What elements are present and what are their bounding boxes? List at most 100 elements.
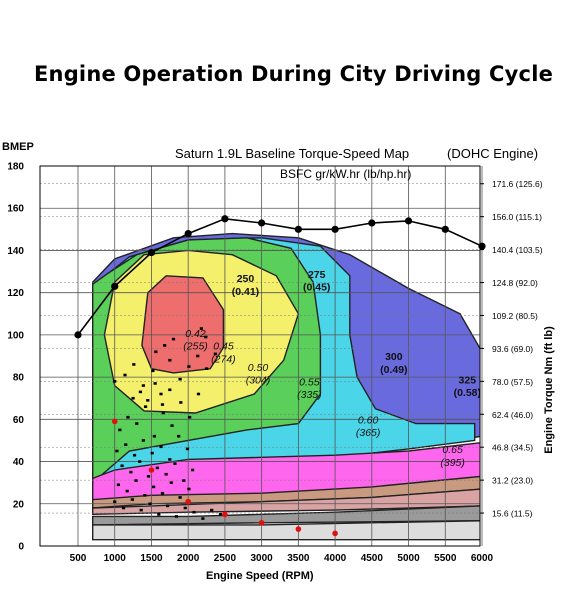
right-tick-label: 124.8 (92.0) bbox=[492, 278, 538, 288]
right-axis: 15.6 (11.5) 31.2 (23.0) 46.8 (34.5) 62.4 (4… bbox=[480, 179, 543, 519]
engine-note: (DOHC Engine) bbox=[447, 146, 538, 161]
red-point bbox=[258, 519, 265, 526]
bsfc-region-4 bbox=[141, 275, 225, 374]
operating-point bbox=[135, 422, 139, 425]
operating-point bbox=[150, 451, 154, 455]
operating-point bbox=[164, 472, 168, 476]
operating-point bbox=[132, 453, 137, 457]
contour-label: (274) bbox=[211, 353, 236, 365]
operating-point bbox=[141, 384, 145, 387]
chart-title: Saturn 1.9L Baseline Torque-Speed Map bbox=[175, 146, 409, 161]
right-tick-label: 78.0 (57.5) bbox=[492, 377, 533, 387]
x-tick-label: 4000 bbox=[324, 553, 347, 564]
operating-point bbox=[177, 434, 181, 438]
operating-point bbox=[121, 506, 126, 510]
operating-point bbox=[168, 358, 172, 362]
operating-point bbox=[160, 403, 165, 406]
operating-point bbox=[152, 485, 156, 489]
x-tick-label: 500 bbox=[70, 553, 87, 564]
y-tick-label: 20 bbox=[13, 499, 25, 510]
operating-point bbox=[166, 504, 170, 508]
max-torque-point bbox=[258, 219, 266, 227]
x-tick-label: 5000 bbox=[397, 553, 420, 564]
operating-point bbox=[161, 411, 165, 415]
operating-point bbox=[190, 468, 195, 472]
x-tick-label: 1000 bbox=[104, 553, 127, 564]
max-torque-point bbox=[111, 282, 119, 290]
contour-label: (335) bbox=[297, 389, 322, 401]
x-tick-label: 3500 bbox=[287, 553, 310, 564]
operating-point bbox=[192, 510, 196, 514]
red-point bbox=[222, 511, 228, 518]
x-tick-label: 1500 bbox=[140, 553, 163, 564]
max-torque-point bbox=[331, 225, 339, 233]
operating-point bbox=[113, 500, 117, 503]
right-tick-label: 62.4 (46.0) bbox=[492, 410, 533, 420]
operating-point bbox=[169, 481, 173, 484]
max-torque-point bbox=[441, 225, 449, 233]
x-tick-label: 2000 bbox=[177, 553, 200, 564]
contour-label: 0.55 bbox=[299, 377, 320, 389]
operating-points bbox=[113, 327, 223, 520]
max-torque-point bbox=[184, 229, 192, 238]
y-tick-label: 120 bbox=[7, 288, 24, 299]
contour-label: 0.60 bbox=[358, 415, 379, 427]
right-axis-label: Engine Torque Nm (ft lb) bbox=[543, 326, 555, 454]
operating-point bbox=[130, 498, 134, 501]
contour-label: (395) bbox=[440, 457, 465, 469]
operating-point bbox=[118, 428, 122, 432]
operating-point bbox=[183, 506, 187, 510]
x-tick-label: 6000 bbox=[471, 553, 494, 564]
right-tick-label: 93.6 (69.0) bbox=[492, 344, 533, 354]
operating-point bbox=[201, 517, 205, 520]
operating-point bbox=[126, 415, 130, 419]
red-points bbox=[111, 418, 338, 537]
x-tick-label: 2500 bbox=[214, 553, 237, 564]
operating-point bbox=[168, 458, 172, 461]
contour-label: 250 bbox=[237, 273, 255, 285]
operating-point bbox=[152, 434, 156, 438]
x-tick-label: 3000 bbox=[251, 553, 274, 564]
operating-point bbox=[210, 508, 214, 512]
max-torque-point bbox=[221, 215, 229, 223]
max-torque-point bbox=[404, 217, 413, 225]
y-tick-label: 60 bbox=[13, 415, 25, 426]
operating-point bbox=[125, 489, 129, 493]
right-tick-label: 171.6 (125.6) bbox=[492, 179, 543, 189]
y-tick-label: 100 bbox=[7, 330, 24, 341]
contour-label: (0.58) bbox=[454, 387, 481, 399]
max-torque-point bbox=[478, 242, 486, 250]
contour-label: (0.45) bbox=[303, 282, 330, 294]
operating-point bbox=[154, 350, 158, 354]
contour-label: (0.41) bbox=[232, 286, 259, 298]
operating-point bbox=[196, 354, 200, 358]
right-tick-label: 109.2 (80.5) bbox=[492, 311, 538, 321]
operating-point bbox=[131, 396, 135, 400]
operating-point bbox=[188, 415, 192, 419]
y-tick-label: 0 bbox=[18, 542, 24, 553]
operating-point bbox=[182, 479, 186, 482]
operating-point bbox=[199, 327, 204, 330]
operating-point bbox=[151, 369, 155, 373]
x-tick-label: 5500 bbox=[434, 553, 457, 564]
right-tick-label: 140.4 (103.5) bbox=[492, 245, 543, 255]
y-axis-label: BMEP bbox=[2, 141, 34, 153]
right-tick-label: 31.2 (23.0) bbox=[492, 476, 533, 486]
x-axis: 500 1000 1500 2000 2500 3000 3500 4000 4500 5000 5… bbox=[70, 553, 494, 564]
contour-label: (255) bbox=[183, 341, 208, 353]
max-torque-point bbox=[147, 248, 156, 257]
operating-point bbox=[213, 352, 217, 356]
y-tick-label: 80 bbox=[13, 373, 25, 384]
operating-point bbox=[141, 439, 145, 442]
x-axis-label: Engine Speed (RPM) bbox=[206, 570, 314, 582]
operating-point bbox=[146, 475, 151, 478]
contour-label: 0.65 bbox=[442, 444, 463, 456]
max-torque-point bbox=[74, 331, 82, 339]
operating-point bbox=[134, 479, 138, 482]
y-tick-label: 40 bbox=[13, 457, 25, 468]
operating-point bbox=[170, 424, 174, 427]
operating-point bbox=[116, 483, 120, 487]
operating-point bbox=[178, 496, 182, 499]
operating-point bbox=[115, 449, 119, 453]
